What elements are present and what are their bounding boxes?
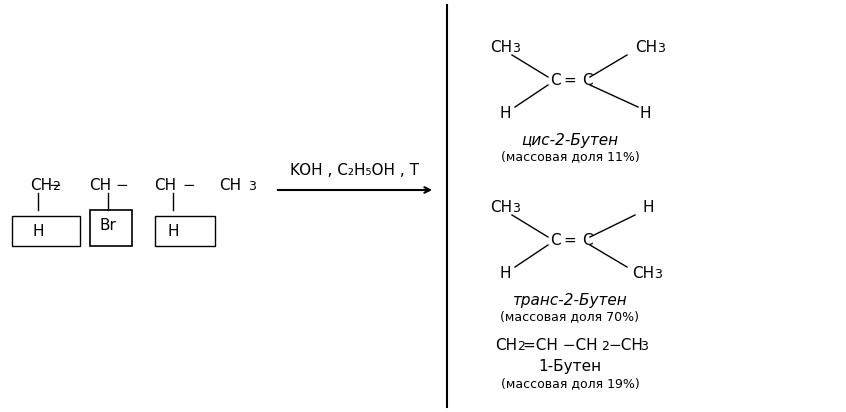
Text: −: − bbox=[183, 178, 195, 192]
Text: −CH: −CH bbox=[608, 337, 643, 353]
Text: 1-Бутен: 1-Бутен bbox=[538, 360, 602, 375]
Text: −: − bbox=[48, 178, 62, 192]
Text: (массовая доля 19%): (массовая доля 19%) bbox=[501, 377, 640, 391]
Text: CH: CH bbox=[632, 265, 654, 281]
Text: 3: 3 bbox=[248, 180, 256, 193]
Text: CH: CH bbox=[495, 337, 517, 353]
Bar bbox=[12, 216, 80, 246]
Text: Br: Br bbox=[100, 218, 117, 232]
Text: H: H bbox=[640, 105, 651, 120]
Text: H: H bbox=[499, 265, 511, 281]
Text: C: C bbox=[550, 73, 560, 87]
Text: C: C bbox=[550, 232, 560, 248]
Text: 3: 3 bbox=[654, 268, 662, 281]
Text: H: H bbox=[32, 223, 44, 239]
Text: =: = bbox=[563, 73, 576, 87]
Text: H: H bbox=[499, 105, 511, 120]
Text: 3: 3 bbox=[512, 42, 520, 55]
Text: 2: 2 bbox=[517, 340, 525, 353]
Text: 3: 3 bbox=[640, 340, 648, 353]
Text: C: C bbox=[582, 232, 592, 248]
Text: H: H bbox=[642, 199, 653, 215]
Text: 2: 2 bbox=[601, 340, 609, 353]
Text: цис-2-Бутен: цис-2-Бутен bbox=[521, 133, 618, 147]
Text: C: C bbox=[582, 73, 592, 87]
Text: =: = bbox=[563, 232, 576, 248]
Bar bbox=[90, 210, 132, 246]
Text: CH: CH bbox=[30, 178, 52, 192]
Text: CH: CH bbox=[89, 178, 111, 192]
Text: H: H bbox=[168, 223, 179, 239]
Text: CH: CH bbox=[635, 40, 657, 54]
Text: (массовая доля 11%): (массовая доля 11%) bbox=[501, 150, 640, 164]
Text: 3: 3 bbox=[512, 202, 520, 215]
Text: =CH −CH: =CH −CH bbox=[523, 337, 597, 353]
Text: 2: 2 bbox=[52, 180, 60, 193]
Bar bbox=[155, 216, 215, 246]
Text: CH: CH bbox=[154, 178, 176, 192]
Text: KOH , C₂H₅OH , T: KOH , C₂H₅OH , T bbox=[290, 162, 420, 178]
Text: CH: CH bbox=[490, 40, 512, 54]
Text: 3: 3 bbox=[657, 42, 665, 55]
Text: CH: CH bbox=[219, 178, 241, 192]
Text: (массовая доля 70%): (массовая доля 70%) bbox=[501, 311, 640, 323]
Text: транс-2-Бутен: транс-2-Бутен bbox=[513, 293, 628, 307]
Text: CH: CH bbox=[490, 199, 512, 215]
Text: −: − bbox=[116, 178, 129, 192]
